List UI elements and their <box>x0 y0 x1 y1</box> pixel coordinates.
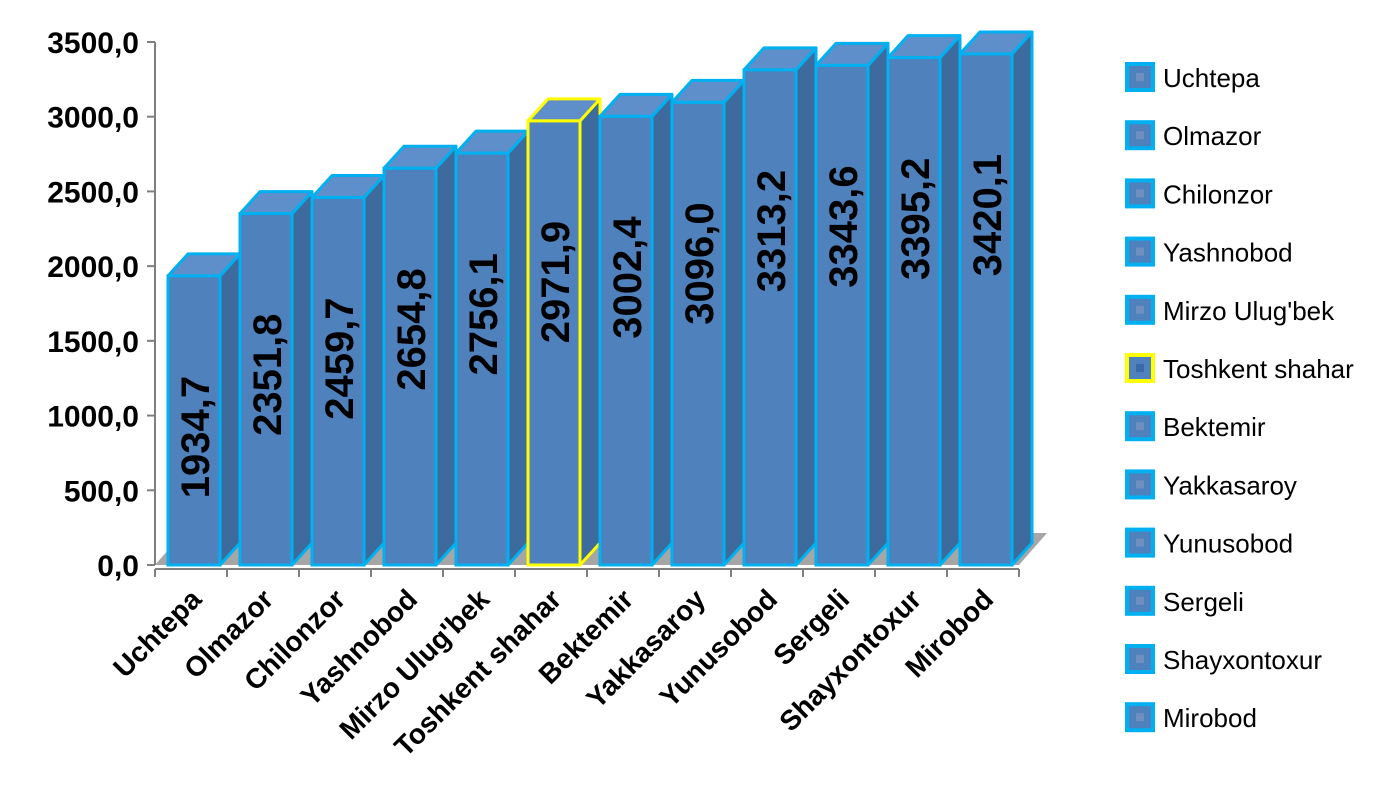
bar-7: 3002,4 <box>598 92 674 567</box>
legend-item: Sergeli <box>1125 585 1244 617</box>
legend-swatch-center <box>1136 538 1144 547</box>
bar-9: 3313,2 <box>742 46 818 567</box>
legend-swatch-center <box>1136 422 1144 431</box>
legend-swatch-center <box>1136 247 1144 256</box>
bar-side-face <box>794 46 818 567</box>
legend-label: Mirzo Ulug'bek <box>1163 296 1335 326</box>
legend-item: Yunusobod <box>1125 527 1293 559</box>
legend-label: Olmazor <box>1163 121 1262 151</box>
bar-side-face <box>578 97 602 567</box>
bar-side-face <box>506 129 530 567</box>
bar-value-label: 1934,7 <box>174 376 218 498</box>
legend-swatch-center <box>1136 713 1144 722</box>
legend-item: Uchtepa <box>1125 62 1260 93</box>
legend-swatch <box>1125 120 1155 151</box>
bar-6: 2971,9 <box>526 97 602 567</box>
bar-front-face <box>742 68 798 567</box>
bar-value-label: 2459,7 <box>318 297 362 419</box>
legend-label: Toshkent shahar <box>1163 354 1354 384</box>
bar-value-label: 3343,6 <box>822 165 866 287</box>
legend-swatch-center <box>1136 655 1144 663</box>
y-tick-label: 1000,0 <box>47 401 139 434</box>
legend-swatch <box>1125 644 1155 674</box>
bar-side-face <box>218 252 242 567</box>
y-tick-label: 3000,0 <box>47 102 139 135</box>
bar-front-face <box>886 56 942 567</box>
legend-label: Bektemir <box>1163 412 1266 442</box>
bar-1: 1934,7 <box>166 252 242 567</box>
y-tick-label: 0,0 <box>97 550 139 583</box>
bar-3: 2459,7 <box>310 173 386 567</box>
legend-label: Yashnobod <box>1163 238 1293 268</box>
legend-item: Shayxontoxur <box>1125 644 1322 675</box>
legend-item: Bektemir <box>1125 411 1266 442</box>
bar-value-label: 2756,1 <box>462 253 506 375</box>
legend-label: Yakkasaroy <box>1163 470 1297 500</box>
legend-item: Toshkent shahar <box>1125 353 1354 384</box>
legend-label: Sergeli <box>1163 587 1244 617</box>
bar-front-face <box>238 212 294 567</box>
bar-2: 2351,8 <box>238 190 314 567</box>
legend-item: Olmazor <box>1125 120 1262 151</box>
legend-swatch-center <box>1136 131 1144 140</box>
bar-front-face <box>814 63 870 567</box>
bar-front-face <box>958 52 1014 567</box>
bar-front-face <box>598 114 654 567</box>
legend-item: Mirobod <box>1125 702 1257 733</box>
y-tick-label: 2500,0 <box>47 176 139 209</box>
legend-item: Yashnobod <box>1125 236 1293 268</box>
legend-swatch <box>1125 178 1155 209</box>
bar-side-face <box>650 92 674 567</box>
legend-label: Yunusobod <box>1163 529 1293 559</box>
bar-4: 2654,8 <box>382 144 458 567</box>
legend-item: Chilonzor <box>1125 178 1273 209</box>
y-tick-label: 1500,0 <box>47 326 139 359</box>
bar-side-face <box>290 190 314 567</box>
legend-label: Shayxontoxur <box>1163 645 1322 675</box>
legend-label: Uchtepa <box>1163 63 1260 93</box>
bar-value-label: 3096,0 <box>678 202 722 324</box>
bar-value-label: 2654,8 <box>390 268 434 390</box>
y-tick-label: 2000,0 <box>47 251 139 284</box>
bar-side-face <box>722 78 746 567</box>
bar-value-label: 2971,9 <box>534 221 578 343</box>
legend-swatch-center <box>1136 305 1144 314</box>
bar-value-label: 3002,4 <box>606 216 650 339</box>
bar-5: 2756,1 <box>454 129 530 567</box>
y-tick-label: 3500,0 <box>47 27 139 60</box>
bar-value-label: 3420,1 <box>966 154 1010 276</box>
bar-8: 3096,0 <box>670 78 746 567</box>
bar-front-face <box>310 195 366 567</box>
bar-12: 3420,1 <box>958 30 1034 567</box>
legend-swatch <box>1125 527 1155 558</box>
legend-label: Chilonzor <box>1163 179 1273 209</box>
legend-item: Mirzo Ulug'bek <box>1125 294 1335 326</box>
bar-front-face <box>526 119 582 567</box>
bar-front-face <box>454 151 510 567</box>
bar-value-label: 3313,2 <box>750 170 794 292</box>
bar-side-face <box>866 41 890 567</box>
legend-swatch <box>1125 585 1155 616</box>
bar-front-face <box>670 100 726 567</box>
legend-swatch-center <box>1136 596 1144 605</box>
bar-side-face <box>938 34 962 567</box>
bar-value-label: 2351,8 <box>246 314 290 436</box>
bar-10: 3343,6 <box>814 41 890 567</box>
legend-label: Mirobod <box>1163 703 1257 733</box>
bar-side-face <box>434 144 458 567</box>
legend-swatch-center <box>1136 364 1144 372</box>
bar-front-face <box>166 274 222 567</box>
legend-swatch-center <box>1136 480 1144 489</box>
bar-side-face <box>362 173 386 567</box>
bar-11: 3395,2 <box>886 34 962 567</box>
legend-swatch-center <box>1136 189 1144 198</box>
bar-side-face <box>1010 30 1034 567</box>
legend-swatch-center <box>1136 73 1144 81</box>
bar-front-face <box>382 166 438 567</box>
bar-value-label: 3395,2 <box>894 158 938 280</box>
y-tick-label: 500,0 <box>64 475 139 508</box>
legend-item: Yakkasaroy <box>1125 469 1297 500</box>
